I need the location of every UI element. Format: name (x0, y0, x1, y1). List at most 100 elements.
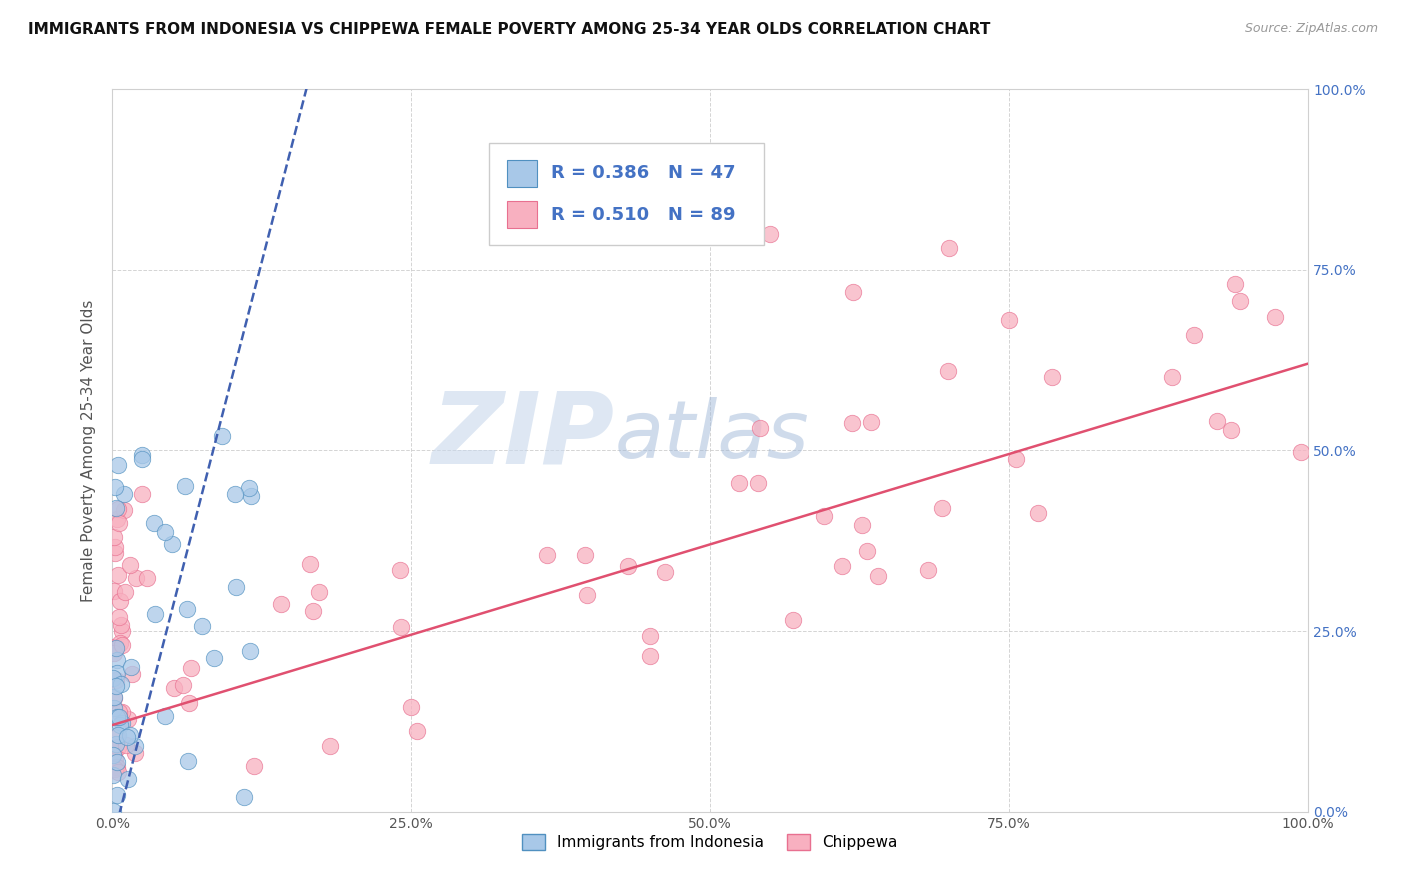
Text: R = 0.386   N = 47: R = 0.386 N = 47 (551, 164, 735, 182)
Point (114, 738, 136, 752)
Point (153, 524, 176, 539)
Point (239, 644, 262, 658)
Legend: Immigrants from Indonesia, Chippewa: Immigrants from Indonesia, Chippewa (516, 828, 904, 856)
Point (242, 758, 264, 772)
Point (107, 740, 129, 755)
Point (938, 241, 960, 255)
Point (998, 313, 1021, 327)
Point (114, 584, 136, 599)
Point (107, 765, 129, 780)
Text: ZIP: ZIP (432, 387, 614, 484)
Point (105, 760, 128, 774)
Point (110, 676, 132, 690)
Point (111, 705, 134, 719)
Point (191, 618, 214, 632)
Point (225, 580, 247, 594)
Point (1219, 423, 1241, 437)
Point (299, 557, 322, 571)
Point (851, 517, 873, 532)
Point (101, 768, 124, 782)
Point (536, 548, 558, 562)
Point (107, 567, 129, 582)
Y-axis label: Female Poverty Among 25-34 Year Olds: Female Poverty Among 25-34 Year Olds (80, 300, 96, 601)
Point (240, 489, 263, 503)
Point (136, 571, 159, 585)
Point (176, 602, 198, 616)
Point (110, 624, 132, 639)
FancyBboxPatch shape (508, 160, 537, 187)
Point (1005, 452, 1028, 467)
Point (211, 429, 233, 443)
Point (112, 503, 135, 517)
Point (105, 665, 128, 680)
Point (1205, 413, 1227, 427)
Point (104, 480, 127, 494)
Point (131, 452, 153, 467)
Point (108, 636, 131, 650)
Point (727, 475, 749, 490)
Point (103, 640, 125, 655)
Point (103, 701, 125, 715)
Point (115, 730, 138, 744)
Point (120, 660, 142, 674)
Point (1028, 507, 1050, 521)
Point (104, 540, 127, 554)
Point (110, 618, 132, 632)
Point (163, 681, 186, 695)
Point (124, 746, 146, 760)
Point (302, 604, 325, 618)
Point (270, 597, 292, 611)
Point (842, 285, 865, 299)
Point (224, 487, 246, 501)
Point (108, 705, 131, 719)
Point (103, 690, 125, 705)
Text: atlas: atlas (614, 397, 810, 475)
Point (574, 549, 596, 563)
Point (1182, 328, 1205, 343)
Point (936, 364, 959, 378)
Point (782, 613, 804, 627)
Point (1160, 369, 1182, 384)
Point (105, 640, 128, 655)
Point (107, 610, 129, 624)
Point (162, 537, 183, 551)
Point (576, 588, 599, 602)
Point (174, 479, 197, 493)
Point (931, 501, 953, 516)
Point (654, 565, 676, 579)
Point (107, 728, 129, 742)
Point (143, 516, 166, 530)
Point (117, 772, 139, 786)
Point (125, 571, 148, 585)
Point (101, 747, 124, 762)
Point (179, 696, 201, 710)
Point (104, 546, 127, 560)
Point (405, 724, 427, 739)
Point (831, 558, 853, 573)
Point (107, 458, 129, 472)
Point (180, 661, 202, 675)
Point (233, 790, 256, 805)
FancyBboxPatch shape (489, 144, 763, 244)
Point (111, 638, 134, 652)
Point (103, 646, 125, 660)
Point (202, 651, 225, 665)
Point (238, 481, 260, 495)
Text: R = 0.510   N = 89: R = 0.510 N = 89 (551, 206, 735, 224)
Point (104, 752, 127, 766)
Point (105, 673, 128, 688)
Point (917, 563, 939, 577)
Text: IMMIGRANTS FROM INDONESIA VS CHIPPEWA FEMALE POVERTY AMONG 25-34 YEAR OLDS CORRE: IMMIGRANTS FROM INDONESIA VS CHIPPEWA FE… (28, 22, 990, 37)
Point (841, 416, 863, 430)
Point (103, 805, 125, 819)
Point (308, 584, 330, 599)
Point (105, 731, 128, 745)
Point (104, 762, 127, 776)
Point (124, 739, 146, 753)
Point (1264, 310, 1286, 324)
Point (638, 629, 661, 643)
Point (104, 738, 127, 752)
Point (1229, 293, 1251, 308)
Point (105, 679, 128, 693)
Point (105, 501, 128, 516)
